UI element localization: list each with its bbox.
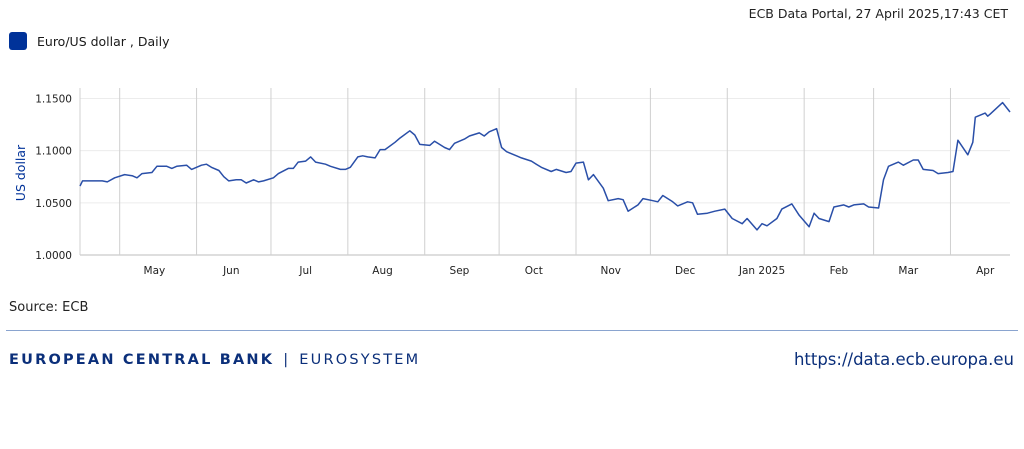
exchange-rate-chart: 1.0000 1.0500 1.1000 1.1500 May Jun Jul Aug Sep…: [13, 88, 1011, 277]
legend-swatch: [9, 32, 27, 50]
brand-eurosystem: EUROSYSTEM: [299, 352, 421, 368]
y-tick-label: 1.0000: [35, 250, 72, 262]
series-layer: [79, 101, 1011, 231]
y-tick-label: 1.1500: [35, 93, 72, 105]
x-tick-label: Nov: [600, 265, 621, 277]
source-note: Source: ECB: [9, 300, 89, 315]
brand-separator: |: [283, 352, 291, 368]
chart-legend[interactable]: Euro/US dollar , Daily: [9, 32, 169, 50]
y-axis: 1.0000 1.0500 1.1000 1.1500: [35, 93, 72, 262]
x-tick-label: Mar: [898, 265, 918, 277]
x-tick-label: Feb: [830, 265, 849, 277]
footer-divider: [6, 330, 1018, 331]
portal-link[interactable]: https://data.ecb.europa.eu: [793, 350, 1014, 369]
x-tick-label: Sep: [450, 265, 470, 277]
x-tick-label: Apr: [976, 265, 995, 277]
x-axis: May Jun Jul Aug Sep Oct Nov Dec Jan 2025 Feb Mar Ap…: [144, 265, 995, 277]
x-tick-label: Dec: [675, 265, 696, 277]
brand-ecb: EUROPEAN CENTRAL BANK: [9, 352, 275, 368]
x-tick-label: Jun: [222, 265, 239, 277]
x-tick-label: Jan 2025: [738, 265, 785, 277]
grid-layer: [79, 88, 1010, 256]
x-tick-label: Oct: [525, 265, 543, 277]
export-timestamp: ECB Data Portal, 27 April 2025,17:43 CET: [748, 6, 1008, 21]
y-tick-label: 1.1000: [35, 146, 72, 158]
series-line[interactable]: [79, 101, 1011, 231]
x-tick-label: May: [144, 265, 166, 277]
legend-label: Euro/US dollar , Daily: [37, 33, 170, 49]
x-tick-label: Jul: [298, 265, 312, 277]
x-tick-label: Aug: [372, 265, 393, 277]
y-tick-label: 1.0500: [35, 198, 72, 210]
y-axis-label: US dollar: [13, 144, 28, 201]
ecb-logo[interactable]: EUROPEAN CENTRAL BANK | EUROSYSTEM: [9, 352, 420, 368]
